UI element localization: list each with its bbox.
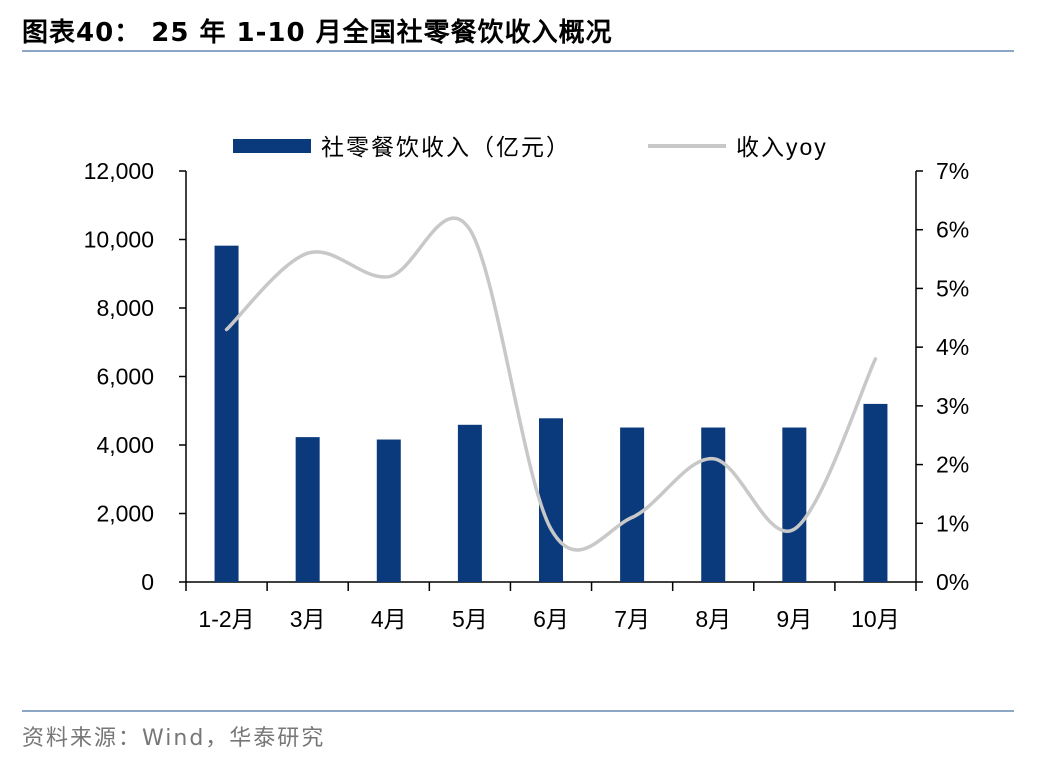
bar — [214, 245, 239, 583]
chart-axes: 0 2,000 4,000 6,000 8,000 10,000 12,000 0% 1% 2% 3… — [84, 158, 970, 632]
y-left-tick-label: 2,000 — [96, 501, 154, 527]
chart-legend: 社零餐饮收入（亿元） 收入yoy — [233, 134, 828, 160]
source-note: 资料来源：Wind，华泰研究 — [22, 726, 326, 751]
bar — [457, 424, 482, 582]
y-left-tick-label: 6,000 — [96, 364, 154, 390]
x-tick-label: 9月 — [776, 606, 812, 632]
x-tick-label: 1-2月 — [198, 606, 254, 632]
footer-rule — [22, 710, 1014, 712]
y-right-tick-label: 4% — [936, 334, 969, 360]
y-left-tick-label: 12,000 — [84, 158, 154, 184]
bar — [376, 439, 401, 582]
yoy-line — [224, 216, 878, 552]
bar — [701, 427, 726, 582]
bar — [539, 418, 563, 582]
line-series — [224, 216, 878, 552]
x-tick-label: 6月 — [533, 606, 569, 632]
y-right-tick-label: 1% — [936, 510, 969, 536]
x-tick-label: 7月 — [614, 606, 650, 632]
x-tick-label: 3月 — [290, 606, 326, 632]
chart-title: 图表40： 25 年 1-10 月全国社零餐饮收入概况 — [22, 18, 613, 48]
y-right-tick-label: 2% — [936, 452, 969, 478]
y-right-tick-label: 3% — [936, 393, 969, 419]
y-left-tick-label: 4,000 — [96, 432, 154, 458]
y-left-tick-label: 0 — [141, 569, 154, 595]
header-rule — [22, 50, 1014, 52]
y-right-tick-label: 7% — [936, 158, 969, 184]
bar — [295, 437, 320, 582]
y-left-tick-label: 8,000 — [96, 295, 154, 321]
bar — [782, 427, 807, 582]
x-tick-label: 8月 — [695, 606, 731, 632]
x-tick-label: 4月 — [371, 606, 407, 632]
y-right-tick-label: 6% — [936, 217, 969, 243]
legend-bar-swatch — [233, 139, 311, 153]
x-tick-label: 10月 — [851, 606, 900, 632]
y-right-tick-label: 5% — [936, 275, 969, 301]
y-left-tick-label: 10,000 — [84, 227, 154, 253]
bar-series — [214, 245, 888, 583]
bar — [863, 403, 888, 582]
legend-bar-label: 社零餐饮收入（亿元） — [321, 134, 571, 160]
legend-line-label: 收入yoy — [736, 134, 828, 160]
x-tick-label: 5月 — [452, 606, 488, 632]
bar — [620, 427, 645, 582]
y-right-tick-label: 0% — [936, 569, 969, 595]
